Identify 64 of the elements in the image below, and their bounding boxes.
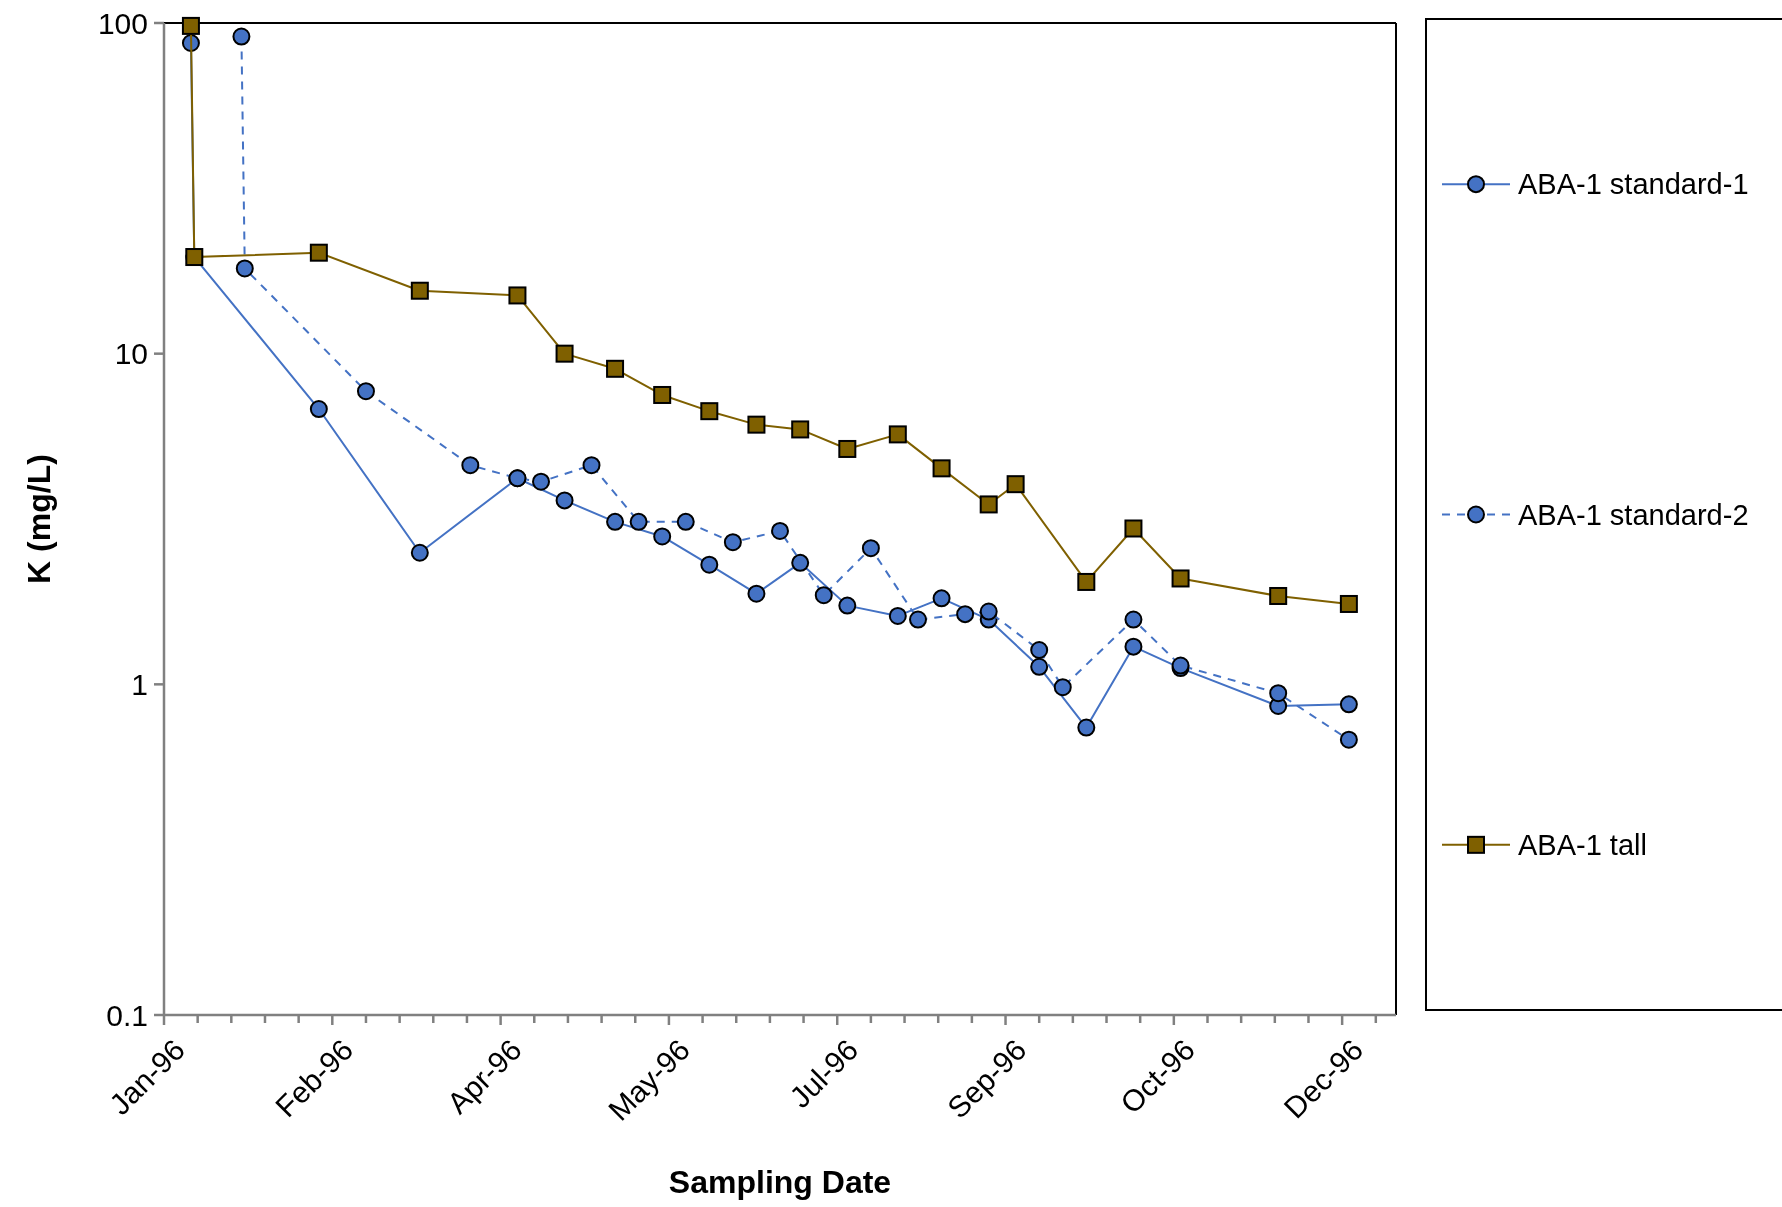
point (747, 584, 766, 603)
point (181, 16, 200, 35)
point (1339, 730, 1358, 749)
y-axis-title: K (mg/L) (21, 454, 57, 584)
point (410, 281, 429, 300)
point (555, 344, 574, 363)
point (1124, 519, 1143, 538)
point (1030, 657, 1049, 676)
point (1171, 569, 1190, 588)
point (1124, 610, 1143, 629)
point (909, 610, 928, 629)
point (861, 539, 880, 558)
point (532, 472, 551, 491)
point (653, 527, 672, 546)
y-tick-label: 10 (114, 337, 148, 371)
point (1124, 637, 1143, 656)
point (791, 553, 810, 572)
point (235, 259, 254, 278)
point (356, 382, 375, 401)
point (1269, 586, 1288, 605)
point (508, 286, 527, 305)
point (979, 602, 998, 621)
point (838, 439, 857, 458)
point (410, 543, 429, 562)
point (956, 605, 975, 624)
point (555, 491, 574, 510)
legend-label: ABA-1 standard-1 (1518, 168, 1749, 201)
y-tick-label: 0.1 (106, 998, 148, 1032)
point (932, 589, 951, 608)
legend-label: ABA-1 tall (1518, 828, 1647, 861)
point (629, 512, 648, 531)
point (723, 533, 742, 552)
y-tick-label: 1 (131, 667, 148, 701)
point (1006, 475, 1025, 494)
point (1030, 641, 1049, 660)
point (1077, 572, 1096, 591)
point (888, 425, 907, 444)
point (888, 606, 907, 625)
point (771, 521, 789, 540)
point (932, 459, 951, 478)
point (979, 495, 998, 514)
point (582, 456, 601, 475)
point (1269, 684, 1288, 703)
legend-label: ABA-1 standard-2 (1518, 498, 1749, 531)
point (653, 385, 672, 404)
point (700, 402, 719, 421)
point (676, 512, 695, 531)
point (1339, 594, 1358, 613)
x-axis-title: Sampling Date (668, 1164, 892, 1200)
point (309, 243, 328, 262)
point (1053, 678, 1072, 697)
point (814, 586, 833, 605)
point (606, 359, 625, 378)
point (606, 512, 625, 531)
point (838, 596, 857, 615)
point (791, 420, 810, 439)
point (232, 27, 251, 46)
point (461, 456, 480, 475)
point (1339, 695, 1358, 714)
point (309, 400, 328, 419)
point (747, 415, 766, 434)
point (1077, 718, 1096, 737)
y-tick-label: 100 (97, 6, 148, 40)
point (700, 555, 719, 574)
